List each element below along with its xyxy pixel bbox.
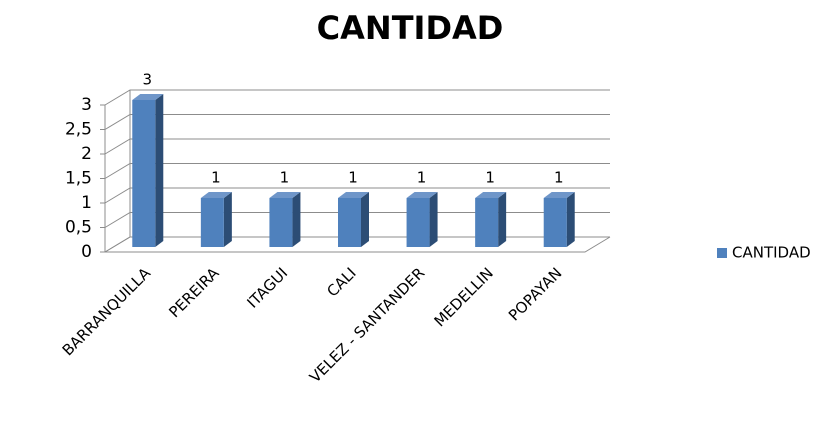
x-tick-label: MEDELLIN [431, 264, 497, 330]
y-tick-label: 0 [81, 242, 92, 262]
bar-front [200, 198, 224, 247]
grid-line [104, 114, 610, 130]
bar-front [132, 100, 156, 247]
bar-side [429, 192, 438, 247]
y-tick-label: 2,5 [65, 120, 92, 140]
bar-front [543, 198, 567, 247]
bar-top [475, 192, 507, 198]
x-tick-label: ITAGUI [243, 264, 291, 312]
bar-side [361, 192, 369, 247]
grid-line [104, 89, 610, 106]
data-label: 1 [485, 169, 495, 187]
data-label: 1 [280, 169, 290, 187]
legend-swatch [717, 248, 727, 258]
grid-line [104, 236, 610, 253]
bar [338, 192, 369, 247]
bar [132, 94, 164, 247]
bar [475, 192, 507, 247]
bar-side [223, 192, 232, 247]
data-label: 1 [554, 169, 564, 187]
data-label: 1 [417, 169, 427, 187]
bar [406, 192, 438, 247]
bar [269, 192, 301, 247]
bar-front [406, 198, 430, 247]
bar [200, 192, 232, 247]
bar-top [200, 192, 232, 198]
bar-side [566, 192, 575, 247]
data-label: 1 [348, 169, 358, 187]
bar-front [338, 198, 361, 247]
y-tick-label: 2 [81, 144, 92, 164]
bar-side [292, 192, 301, 247]
bar-front [269, 198, 293, 247]
data-label: 1 [211, 169, 221, 187]
bar-top [406, 192, 438, 198]
grid-line [104, 138, 610, 155]
bar-top [269, 192, 301, 198]
x-tick-label: VELEZ - SANTANDER [306, 264, 428, 386]
y-tick-label: 1 [81, 193, 92, 213]
data-label: 3 [143, 71, 153, 89]
bar-front [475, 198, 499, 247]
bar-top [132, 94, 164, 100]
legend-label: CANTIDAD [732, 244, 811, 262]
x-tick-label: CALI [323, 264, 359, 300]
y-tick-label: 0,5 [65, 218, 92, 238]
bar-side [155, 94, 164, 247]
grid-line [104, 212, 610, 228]
grid-line [104, 187, 610, 204]
bar-side [498, 192, 507, 247]
x-tick-label: PEREIRA [165, 264, 223, 322]
grid-line [104, 163, 610, 179]
bar-top [338, 192, 369, 198]
bar [543, 192, 575, 247]
x-tick-label: POPAYAN [505, 264, 565, 324]
bar-top [543, 192, 575, 198]
chart-title: CANTIDAD [317, 9, 504, 47]
y-tick-label: 1,5 [65, 169, 92, 189]
y-tick-label: 3 [81, 95, 92, 115]
x-tick-label: BARRANQUILLA [59, 264, 155, 360]
